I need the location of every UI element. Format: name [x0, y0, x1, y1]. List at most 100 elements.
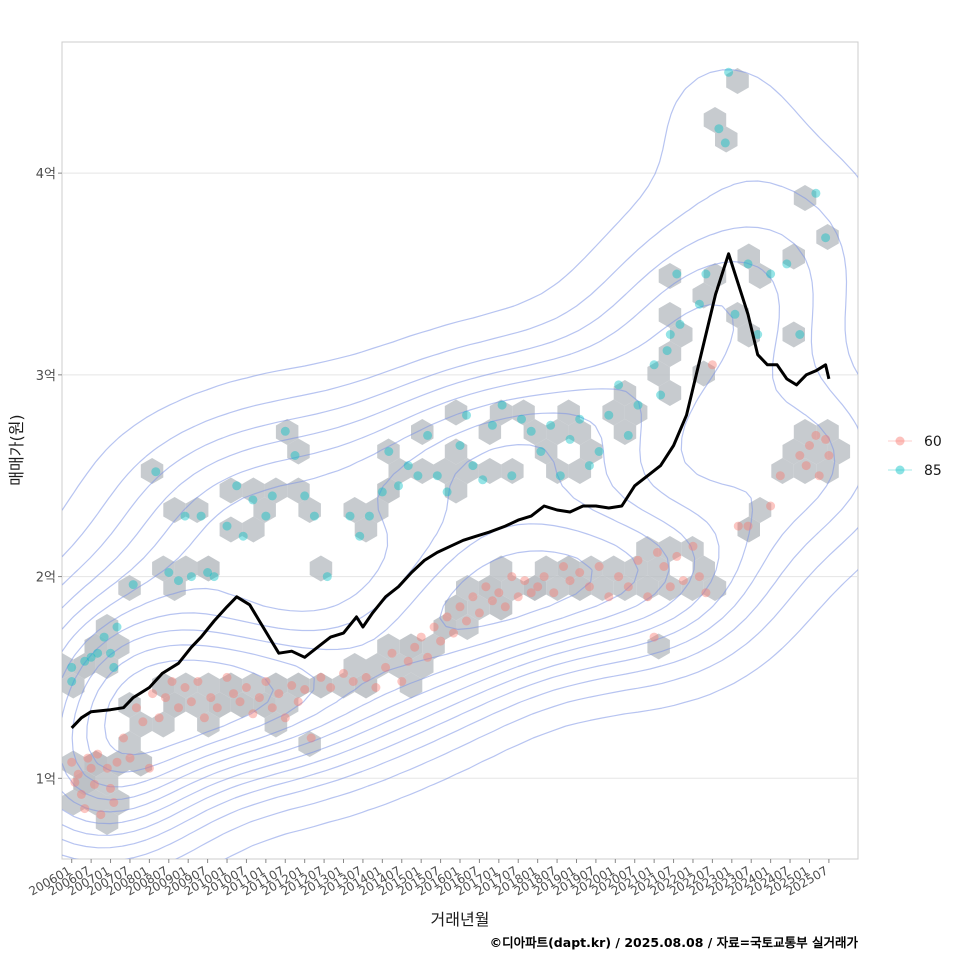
density-contour	[62, 69, 858, 859]
data-point-60	[507, 572, 517, 582]
hexbin-cell	[658, 302, 682, 328]
hexbin-cell	[388, 653, 411, 679]
data-point-85	[209, 572, 219, 582]
data-point-85	[355, 531, 365, 541]
hexbin-cell	[681, 575, 704, 601]
data-point-60	[733, 521, 743, 531]
data-point-60	[254, 693, 264, 703]
data-point-60	[167, 677, 177, 686]
hexbin-cell	[534, 555, 558, 582]
y-tick-label: 1억	[36, 772, 56, 787]
hexbin-cell	[748, 263, 772, 289]
hexbin-cell	[84, 633, 107, 660]
density-contour	[86, 550, 593, 773]
hexbin-cell	[579, 438, 603, 465]
y-axis-title: 매매가(원)	[7, 414, 26, 485]
data-point-60	[701, 588, 711, 598]
data-point-60	[594, 562, 604, 571]
hexbin-cell	[456, 458, 479, 484]
data-point-85	[633, 400, 643, 410]
hexbin-cell	[568, 419, 592, 445]
data-point-60	[339, 668, 348, 678]
data-point-60	[707, 360, 717, 370]
data-point-60	[80, 804, 90, 814]
hexbin-cell	[354, 516, 378, 543]
data-point-85	[701, 269, 711, 279]
data-point-85	[662, 346, 672, 356]
data-point-85	[280, 426, 290, 436]
data-point-85	[656, 390, 666, 400]
data-point-60	[821, 434, 831, 444]
data-point-60	[688, 541, 698, 551]
hexbin-cell	[658, 380, 682, 406]
data-point-60	[494, 588, 504, 598]
hexbin-cell	[456, 614, 479, 640]
hexbin-cell	[264, 477, 288, 504]
data-point-85	[93, 648, 103, 658]
data-point-85	[455, 441, 465, 450]
hexbin-cell	[478, 458, 502, 484]
x-axis-title: 거래년월	[431, 910, 490, 929]
data-point-85	[203, 568, 213, 577]
data-point-60	[775, 471, 785, 481]
data-point-60	[212, 703, 222, 713]
hexbin-cell	[129, 750, 153, 777]
data-point-85	[232, 481, 242, 491]
data-point-60	[387, 648, 397, 658]
data-point-60	[584, 582, 594, 592]
hexbin-cell	[647, 360, 670, 387]
caption: ©디아파트(dapt.kr) / 2025.08.08 / 자료=국토교통부 실…	[490, 935, 859, 950]
hexbin-cell	[377, 477, 400, 504]
hexbin-cell	[658, 341, 682, 367]
data-point-60	[267, 703, 277, 713]
density-contour	[62, 261, 836, 849]
data-point-60	[96, 810, 106, 820]
hexbin-cell	[546, 458, 569, 484]
hexbin-cell	[343, 497, 366, 523]
hexbin-cell	[332, 672, 355, 699]
data-point-60	[235, 697, 245, 707]
data-point-60	[280, 713, 290, 723]
data-point-60	[186, 697, 196, 707]
data-point-60	[180, 683, 190, 692]
data-point-60	[148, 689, 158, 699]
hexbin-cell	[726, 68, 749, 94]
data-point-85	[377, 487, 387, 497]
hexbin-cell	[568, 458, 592, 484]
data-point-60	[643, 592, 653, 602]
data-point-60	[144, 763, 154, 773]
hexbin-cell	[489, 399, 513, 426]
data-point-85	[675, 319, 685, 329]
data-point-60	[274, 689, 284, 699]
hexbin-cell	[264, 672, 288, 699]
data-point-60	[381, 662, 391, 672]
data-point-60	[649, 632, 659, 642]
data-point-60	[474, 608, 484, 618]
hexbin-cell	[433, 614, 456, 640]
data-point-60	[811, 430, 821, 440]
hexbin-cell	[456, 575, 479, 601]
data-point-60	[795, 451, 805, 460]
density-contour	[62, 180, 858, 859]
hexbin-cell	[377, 438, 400, 465]
hexbin-cell	[107, 750, 130, 777]
density-contour	[62, 444, 670, 801]
data-point-85	[99, 632, 109, 642]
data-point-85	[180, 511, 190, 521]
hexbin-cell	[816, 458, 839, 484]
density-contour	[62, 388, 720, 825]
data-point-85	[526, 426, 536, 436]
data-point-60	[154, 713, 164, 723]
data-point-60	[293, 697, 303, 707]
hexbin-cell	[84, 750, 107, 777]
hexbin-cell	[816, 419, 839, 445]
hexbin-cell	[129, 711, 153, 738]
hexbin-cell	[816, 224, 839, 250]
legend: 60 85	[888, 434, 942, 479]
data-point-85	[442, 487, 452, 497]
data-point-85	[164, 568, 174, 577]
hexbin-cell	[501, 458, 524, 484]
data-point-60	[410, 642, 420, 652]
data-point-60	[348, 677, 358, 686]
